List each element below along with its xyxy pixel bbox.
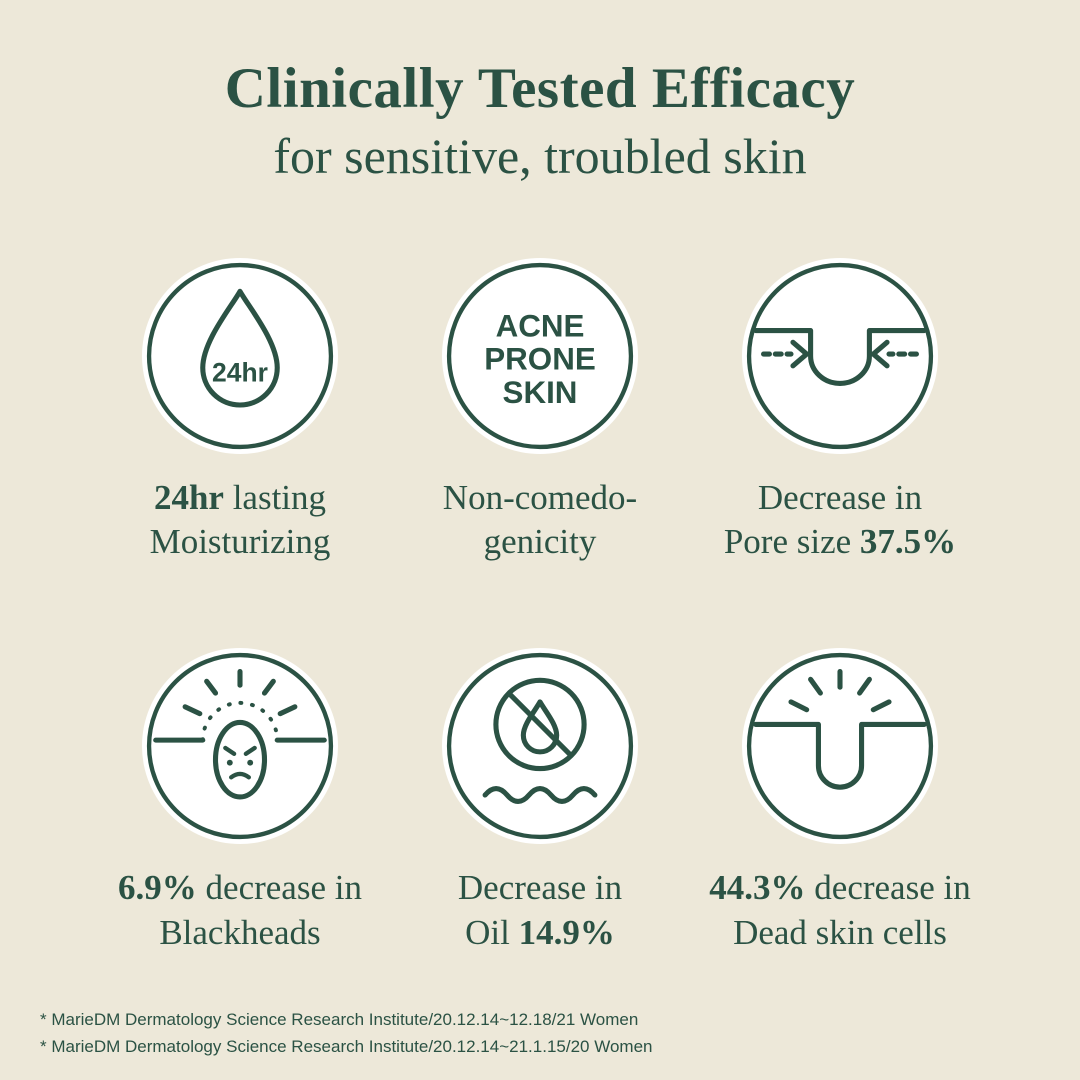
caption: Decrease in Pore size 37.5%	[723, 477, 957, 561]
page-title: Clinically Tested Efficacy	[224, 57, 856, 120]
icon-circle: 24hr	[142, 257, 338, 454]
icon-circle	[442, 648, 638, 845]
caption: 6.9% decrease in Blackheads	[118, 868, 362, 952]
card-moisturizing: 24hr 24hr lasting Moisturizing	[90, 257, 390, 565]
benefits-grid: 24hr 24hr lasting Moisturizing ACNE PRON…	[0, 257, 1080, 956]
header: Clinically Tested Efficacy for sensitive…	[0, 0, 1080, 186]
acne-prone-skin-icon: ACNE PRONE SKIN	[446, 262, 634, 449]
caption: Decrease in Oil 14.9%	[457, 868, 623, 952]
blackhead-icon	[146, 653, 334, 840]
icon-circle: ACNE PRONE SKIN	[442, 257, 638, 454]
card-pore-size: Decrease in Pore size 37.5%	[690, 257, 990, 565]
footnote-line: * MarieDM Dermatology Science Research I…	[40, 1010, 639, 1030]
card-non-comedogenic: ACNE PRONE SKIN Non-comedo- genicity	[390, 257, 690, 565]
pore-size-decrease-icon	[746, 262, 934, 449]
caption: Non-comedo- genicity	[442, 477, 638, 561]
no-oil-icon	[446, 653, 634, 840]
icon-circle	[742, 257, 938, 454]
footnotes: * MarieDM Dermatology Science Research I…	[40, 1007, 652, 1060]
caption: 44.3% decrease in Dead skin cells	[709, 868, 971, 952]
dead-skin-cells-icon	[746, 653, 934, 840]
footnote-line: * MarieDM Dermatology Science Research I…	[40, 1036, 653, 1056]
icon-word-skin: SKIN	[503, 375, 578, 410]
icon-label-24hr: 24hr	[212, 357, 268, 387]
icon-word-prone: PRONE	[484, 341, 596, 376]
icon-circle	[742, 648, 938, 845]
card-blackheads: 6.9% decrease in Blackheads	[90, 648, 390, 955]
caption: 24hr lasting Moisturizing	[149, 477, 331, 561]
water-drop-icon: 24hr	[146, 262, 334, 449]
page-subtitle: for sensitive, troubled skin	[273, 127, 807, 184]
icon-word-acne: ACNE	[496, 308, 585, 343]
card-oil: Decrease in Oil 14.9%	[390, 648, 690, 955]
card-dead-skin: 44.3% decrease in Dead skin cells	[690, 648, 990, 955]
icon-circle	[142, 648, 338, 845]
